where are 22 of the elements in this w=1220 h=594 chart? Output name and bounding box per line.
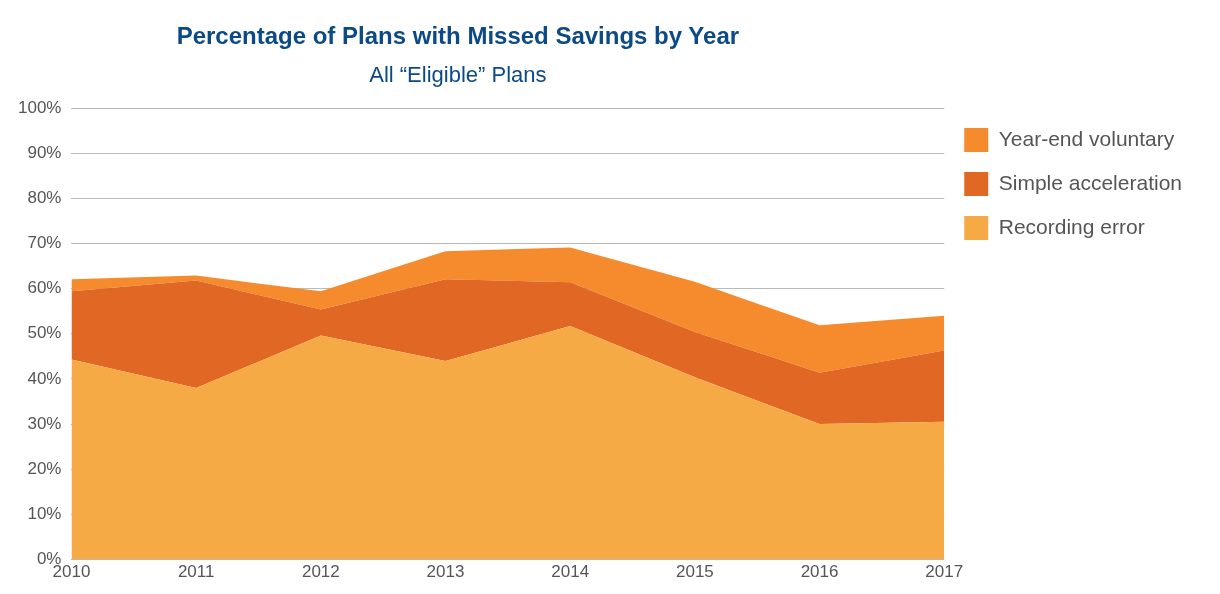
y-tick-label: 90% — [27, 142, 62, 162]
y-tick-label: 20% — [27, 458, 62, 478]
chart-subtitle: All “Eligible” Plans — [369, 62, 547, 87]
legend-label: Recording error — [998, 214, 1145, 238]
x-tick-label: 2013 — [426, 562, 465, 582]
y-tick-label: 70% — [27, 233, 62, 253]
y-tick-label: 40% — [27, 368, 62, 388]
x-tick-label: 2016 — [800, 562, 839, 582]
x-tick-label: 2011 — [177, 562, 215, 582]
x-tick-label: 2015 — [675, 562, 714, 582]
legend-label: Simple acceleration — [998, 170, 1183, 194]
legend-label: Year-end voluntary — [998, 126, 1175, 150]
x-tick-label: 2012 — [301, 562, 340, 582]
y-tick-label: 100% — [18, 97, 62, 117]
y-tick-label: 10% — [27, 504, 62, 524]
y-tick-label: 80% — [27, 188, 62, 208]
chart-title: Percentage of Plans with Missed Savings by Year — [176, 22, 740, 49]
x-tick-label: 2014 — [551, 562, 590, 582]
y-tick-label: 30% — [27, 413, 62, 433]
x-tick-label: 2017 — [925, 562, 964, 582]
y-tick-label: 60% — [27, 278, 62, 298]
y-tick-label: 50% — [27, 323, 62, 343]
